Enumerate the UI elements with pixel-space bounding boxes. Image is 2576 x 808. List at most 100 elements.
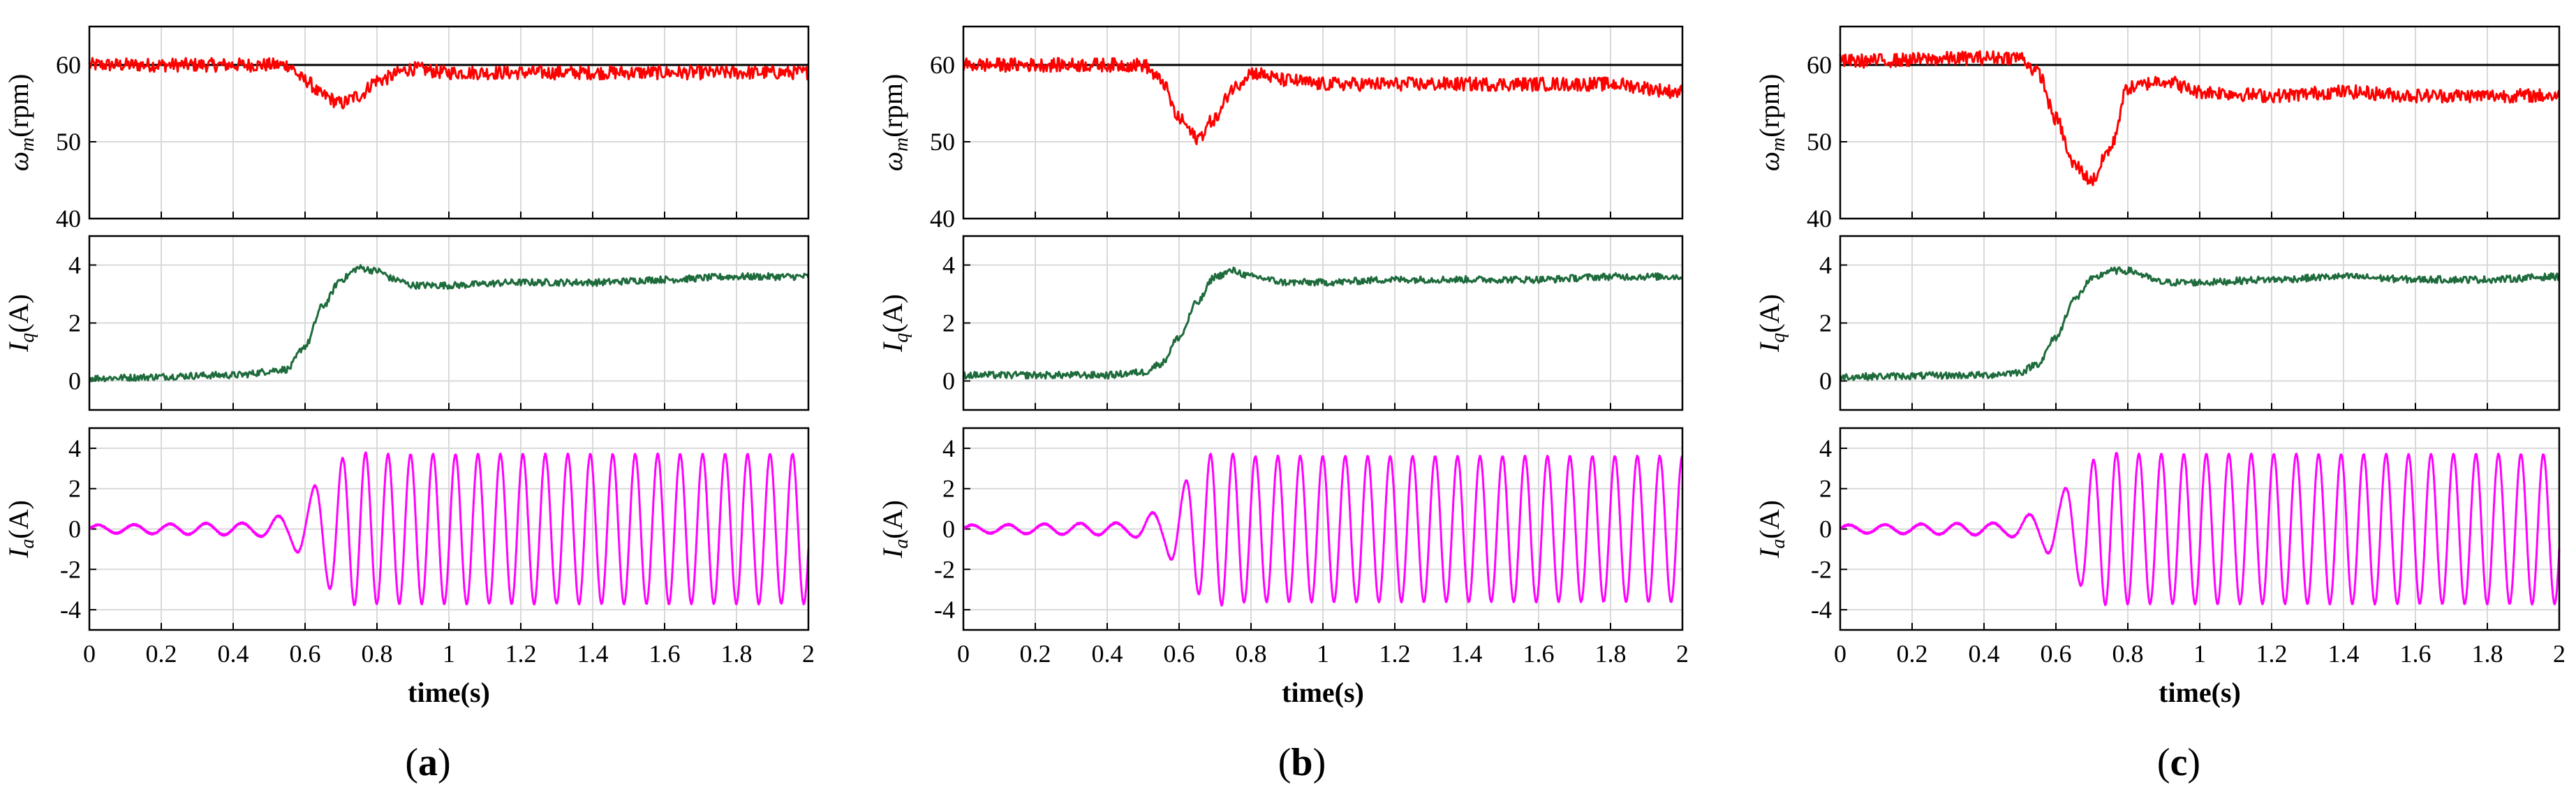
x-tick-label: 0.4 [1092, 640, 1123, 668]
y-tick-label: 4 [68, 434, 81, 462]
y-tick-label: 40 [56, 205, 81, 233]
y-axis-label: ωm(rpm) [1754, 74, 1789, 172]
x-tick-label: 2 [1676, 640, 1689, 668]
x-axis-label: time(s) [2159, 677, 2241, 708]
x-tick-label: 0 [83, 640, 96, 668]
x-tick-label: 1.8 [2472, 640, 2503, 668]
iq-trace [89, 264, 810, 383]
x-tick-label: 0.4 [218, 640, 249, 668]
y-tick-label: -4 [60, 596, 81, 624]
x-tick-label: 0.2 [1020, 640, 1051, 668]
subplot-ia: -4 -2 0 2 4 Ia(A) [1754, 427, 2561, 631]
y-tick-label: 2 [68, 475, 81, 503]
y-axis-label: Ia(A) [1754, 500, 1789, 559]
y-tick-label: -2 [934, 555, 955, 583]
x-tick-label: 1.6 [1523, 640, 1555, 668]
x-axis-label: time(s) [1282, 677, 1364, 708]
x-tick-label: 1.6 [649, 640, 681, 668]
x-tick-label: 1.2 [2256, 640, 2288, 668]
y-tick-label: -4 [934, 596, 955, 624]
subplot-ia: -4 -2 0 2 4 Ia(A) [877, 427, 1684, 631]
x-tick-label: 1 [2193, 640, 2206, 668]
subplot-speed: 40 50 60 ωm(rpm) [877, 25, 1684, 233]
y-tick-label: 60 [930, 51, 955, 79]
x-tick-label: 1 [443, 640, 455, 668]
x-tick-label: 0.2 [146, 640, 177, 668]
panel-label: (a) [405, 741, 450, 784]
y-tick-label: 0 [1819, 367, 1832, 395]
y-tick-label: 2 [942, 475, 955, 503]
y-tick-label: 60 [1807, 51, 1832, 79]
speed-trace [88, 57, 809, 110]
chart-panel-b: 40 50 60 ωm(rpm) 0 2 4 Iq(A) -4 -2 0 2 4 Ia(A) 0 0.2 0.4… [877, 25, 1689, 784]
axes-frame [962, 25, 1684, 220]
y-tick-label: 0 [942, 515, 955, 543]
x-tick-label: 1.4 [1451, 640, 1483, 668]
axes-frame [88, 235, 810, 411]
y-axis-label: Iq(A) [1754, 294, 1789, 353]
iq-trace [1839, 266, 2561, 381]
y-tick-label: 50 [1807, 128, 1832, 156]
y-axis-label: ωm(rpm) [877, 74, 912, 172]
x-tick-label: 0.8 [2112, 640, 2144, 668]
ia-trace [962, 453, 1684, 607]
iq-trace [962, 266, 1684, 380]
y-axis-label: Ia(A) [877, 500, 912, 559]
x-tick-label: 0.8 [362, 640, 393, 668]
subplot-speed: 40 50 60 ωm(rpm) [1754, 25, 2561, 233]
y-tick-label: 60 [56, 51, 81, 79]
subplot-speed: 40 50 60 ωm(rpm) [3, 25, 810, 233]
subplot-iq: 0 2 4 Iq(A) [1754, 235, 2561, 411]
x-axis-label: time(s) [408, 677, 490, 708]
y-axis-label: Iq(A) [877, 294, 912, 353]
x-tick-label: 1.8 [721, 640, 753, 668]
axes-frame [88, 427, 810, 631]
y-tick-label: 4 [942, 434, 955, 462]
x-tick-label: 1.6 [2400, 640, 2431, 668]
axes-frame [1839, 427, 2561, 631]
y-tick-label: -4 [1811, 596, 1832, 624]
ia-trace [1839, 452, 2561, 606]
y-tick-label: 2 [68, 309, 81, 337]
x-tick-label: 1.4 [577, 640, 609, 668]
x-tick-label: 1.8 [1595, 640, 1627, 668]
y-tick-label: 4 [942, 251, 955, 279]
x-tick-label: 1.2 [1379, 640, 1411, 668]
y-tick-label: 40 [930, 205, 955, 233]
speed-trace [962, 57, 1684, 145]
y-tick-label: 0 [942, 367, 955, 395]
x-tick-label: 0.6 [2041, 640, 2072, 668]
y-tick-label: 4 [68, 251, 81, 279]
x-tick-label: 1.4 [2328, 640, 2360, 668]
subplot-iq: 0 2 4 Iq(A) [877, 235, 1684, 411]
axes-frame [88, 25, 810, 220]
x-tick-label: 0 [1834, 640, 1846, 668]
y-tick-label: 2 [1819, 475, 1832, 503]
y-tick-label: 4 [1819, 434, 1832, 462]
ia-trace [88, 451, 810, 606]
x-tick-label: 2 [802, 640, 815, 668]
panel-label: (b) [1278, 741, 1326, 784]
y-tick-label: 50 [930, 128, 955, 156]
y-axis-label: ωm(rpm) [3, 74, 38, 172]
y-tick-label: 40 [1807, 205, 1832, 233]
subplot-iq: 0 2 4 Iq(A) [3, 235, 810, 411]
speed-trace [1839, 50, 2561, 186]
subplot-ia: -4 -2 0 2 4 Ia(A) [3, 427, 810, 631]
x-tick-label: 1 [1317, 640, 1329, 668]
axes-frame [1839, 25, 2561, 220]
y-tick-label: 0 [68, 515, 81, 543]
axes-frame [962, 235, 1684, 411]
x-tick-label: 1.2 [505, 640, 537, 668]
x-tick-label: 0 [957, 640, 970, 668]
y-tick-label: 4 [1819, 251, 1832, 279]
x-tick-label: 0.4 [1969, 640, 2000, 668]
y-tick-label: 50 [56, 128, 81, 156]
x-tick-label: 2 [2553, 640, 2566, 668]
chart-panel-c: 40 50 60 ωm(rpm) 0 2 4 Iq(A) -4 -2 0 2 4 Ia(A) 0 0.2 0.4… [1754, 25, 2566, 784]
y-tick-label: 0 [68, 367, 81, 395]
x-tick-label: 0.6 [290, 640, 321, 668]
x-tick-label: 0.2 [1897, 640, 1928, 668]
chart-panel-a: 40 50 60 ωm(rpm) 0 2 4 Iq(A) -4 -2 0 2 4 Ia(A) 0 0.2 0.4… [3, 25, 815, 784]
